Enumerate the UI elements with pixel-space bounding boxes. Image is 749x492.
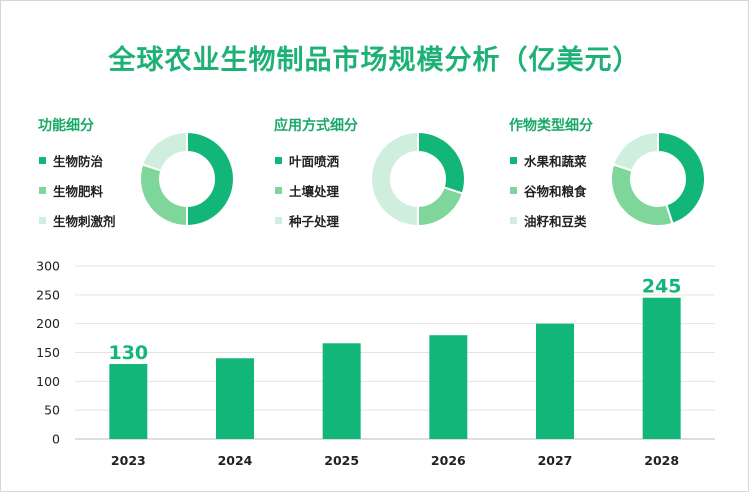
bar <box>216 358 254 439</box>
legend-item: 土壤处理 <box>275 175 339 205</box>
legend-swatch <box>510 156 517 164</box>
donut-3-legend: 水果和蔬菜 谷物和粮食 油籽和豆类 <box>510 145 587 235</box>
donut-2-title: 应用方式细分 <box>274 118 358 134</box>
y-tick-label: 0 <box>52 432 60 447</box>
donut-slice <box>417 186 464 228</box>
bar <box>109 364 148 439</box>
legend-swatch <box>275 216 282 224</box>
legend-item: 种子处理 <box>275 205 339 235</box>
legend-label: 生物防治 <box>53 153 104 169</box>
legend-label: 生物肥料 <box>53 183 104 199</box>
legend-swatch <box>39 216 46 224</box>
legend-swatch <box>275 186 282 194</box>
x-tick-label: 2024 <box>218 453 253 468</box>
bar <box>536 323 574 439</box>
x-tick-label: 2026 <box>431 453 466 468</box>
legend-item: 生物刺激剂 <box>39 205 116 235</box>
donut-slice <box>186 130 235 228</box>
bar-data-label: 245 <box>642 276 682 298</box>
donut-slice <box>610 163 674 227</box>
legend-label: 生物刺激剂 <box>53 213 116 229</box>
bar <box>429 335 468 439</box>
donut-slice <box>141 130 188 172</box>
x-tick-label: 2027 <box>538 453 573 468</box>
x-tick-label: 2023 <box>111 453 146 468</box>
legend-item: 水果和蔬菜 <box>510 145 587 175</box>
donut-slice <box>139 163 188 228</box>
bar <box>322 343 361 439</box>
legend-label: 土壤处理 <box>289 183 340 199</box>
legend-swatch <box>39 156 46 164</box>
bar-data-label: 130 <box>108 342 148 364</box>
y-tick-label: 100 <box>36 374 60 389</box>
y-tick-label: 250 <box>36 287 60 302</box>
donut-slice <box>612 130 659 172</box>
legend-label: 谷物和粮食 <box>524 183 587 199</box>
legend-swatch <box>510 186 517 194</box>
x-tick-label: 2028 <box>644 453 679 468</box>
legend-item: 叶面喷洒 <box>275 145 339 175</box>
donut-2-legend: 叶面喷洒 土壤处理 种子处理 <box>275 145 339 235</box>
x-tick-label: 2025 <box>324 453 359 468</box>
legend-item: 油籽和豆类 <box>510 205 587 235</box>
donut-slice <box>657 130 706 225</box>
donut-slice <box>370 130 419 228</box>
legend-item: 谷物和粮食 <box>510 175 587 205</box>
bar <box>642 297 681 439</box>
legend-label: 种子处理 <box>289 213 340 229</box>
donut-3-title: 作物类型细分 <box>509 118 593 134</box>
donut-1-legend: 生物防治 生物肥料 生物刺激剂 <box>39 145 116 235</box>
legend-swatch <box>510 216 517 224</box>
page-title: 全球农业生物制品市场规模分析（亿美元） <box>108 45 641 76</box>
legend-label: 叶面喷洒 <box>289 153 340 169</box>
legend-swatch <box>275 156 282 164</box>
legend-label: 水果和蔬菜 <box>524 153 587 169</box>
y-tick-label: 50 <box>44 403 60 418</box>
legend-swatch <box>39 186 46 194</box>
legend-item: 生物肥料 <box>39 175 116 205</box>
y-tick-label: 200 <box>36 316 60 331</box>
y-tick-label: 150 <box>36 345 60 360</box>
donut-1-title: 功能细分 <box>38 118 94 134</box>
donut-slice <box>417 130 466 195</box>
y-tick-label: 300 <box>36 259 60 274</box>
legend-item: 生物防治 <box>39 145 116 175</box>
legend-label: 油籽和豆类 <box>524 213 587 229</box>
